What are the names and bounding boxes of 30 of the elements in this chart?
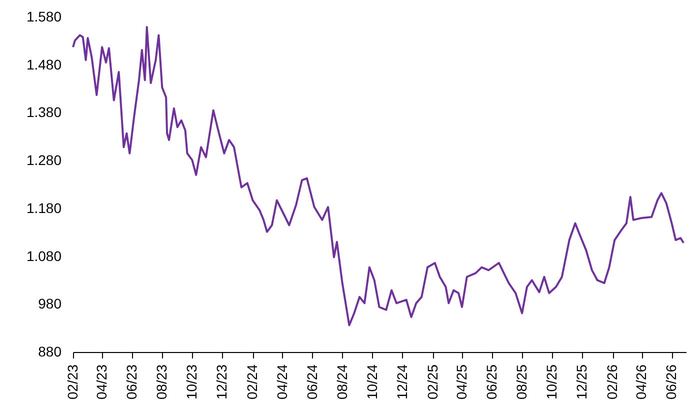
- x-tick-label: 04/26: [633, 364, 650, 400]
- x-tick-label: 06/24: [304, 364, 320, 400]
- x-tick-label: 06/23: [124, 364, 140, 400]
- y-tick-label: 1.080: [26, 248, 62, 264]
- x-tick-label: 10/23: [184, 364, 200, 400]
- x-tick-label: 10/25: [544, 364, 560, 400]
- x-tick-label: 02/23: [64, 364, 80, 400]
- x-tick-label: 02/24: [244, 364, 260, 400]
- x-tick-label: 04/25: [453, 364, 470, 400]
- x-tick-label: 02/25: [424, 364, 440, 400]
- x-tick-label: 06/26: [663, 364, 680, 400]
- x-tick-label: 06/25: [484, 364, 500, 400]
- x-tick-label: 04/24: [274, 364, 290, 400]
- x-tick-label: 12/25: [574, 364, 590, 400]
- x-tick-label: 08/24: [334, 364, 350, 400]
- y-tick-label: 1.580: [26, 8, 62, 24]
- x-tick-label: 10/24: [364, 364, 380, 400]
- y-tick-label: 1.380: [26, 104, 62, 120]
- x-tick-label: 08/25: [514, 364, 530, 400]
- x-tick-label: 04/23: [94, 364, 110, 400]
- y-tick-label: 880: [38, 344, 62, 360]
- x-tick-label: 08/23: [154, 364, 170, 400]
- x-tick-label: 12/23: [214, 364, 230, 400]
- y-tick-label: 980: [38, 296, 62, 312]
- y-tick-label: 1.280: [26, 152, 62, 168]
- line-series: [72, 26, 685, 326]
- y-tick-label: 1.180: [26, 200, 62, 216]
- y-tick-label: 1.480: [26, 56, 62, 72]
- x-tick-label: 12/24: [394, 364, 410, 400]
- x-tick-label: 02/26: [604, 364, 620, 400]
